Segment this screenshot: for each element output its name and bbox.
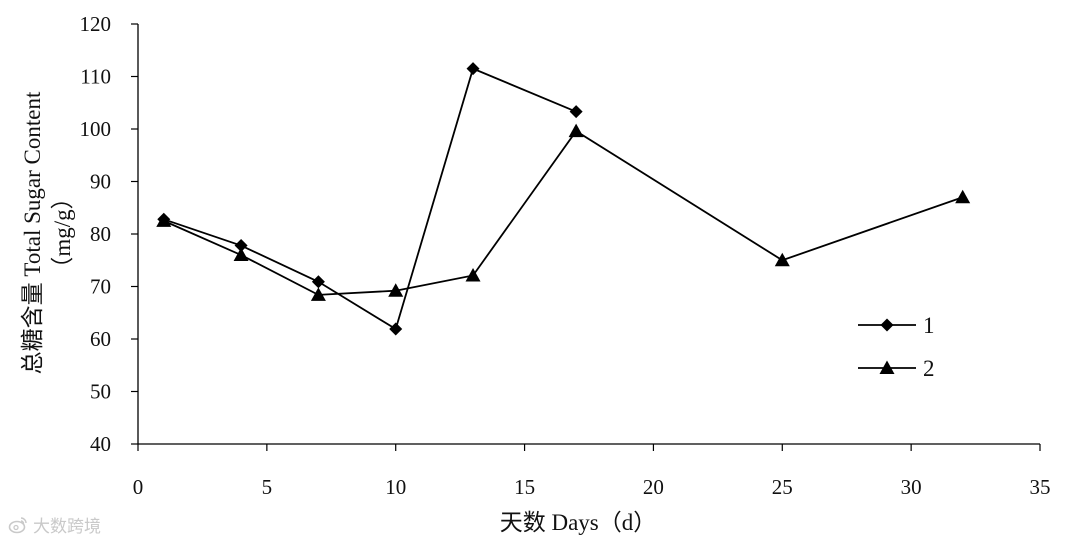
y-tick-label: 70 (90, 275, 111, 299)
x-tick-label: 35 (1030, 475, 1051, 499)
series-2-line (163, 129, 963, 296)
x-tick-label: 15 (514, 475, 535, 499)
legend: 12 (858, 313, 935, 381)
y-tick-label: 90 (90, 170, 111, 194)
x-tick-label: 0 (133, 475, 144, 499)
watermark: 大数跨境 (8, 512, 101, 537)
series-2-point (310, 287, 326, 301)
y-tick-label: 120 (80, 12, 112, 36)
weibo-logo-icon (8, 516, 27, 533)
x-tick-label: 10 (385, 475, 406, 499)
x-tick-label: 30 (901, 475, 922, 499)
x-tick-label: 5 (262, 475, 273, 499)
series-1-point (466, 62, 480, 76)
series-1-point (311, 275, 325, 289)
series-1-point (389, 322, 403, 336)
legend-marker (880, 318, 894, 332)
legend-item-2: 2 (858, 356, 935, 381)
series-2-point (233, 247, 249, 261)
series-1-point (569, 105, 583, 119)
y-tick-label: 60 (90, 327, 111, 351)
axes: 40 50 60 70 80 90 100 110 120 0 5 10 15 20 25 30 35 (80, 12, 1051, 499)
y-tick-label: 100 (80, 117, 112, 141)
x-tick-label: 25 (772, 475, 793, 499)
legend-label: 2 (923, 356, 935, 381)
y-axis-title: 总糖含量 Total Sugar Content （mg/g） (20, 91, 75, 374)
series-1-point (234, 239, 248, 253)
y-axis-title-line1: 总糖含量 Total Sugar Content (20, 91, 45, 374)
series-2-point (568, 123, 584, 138)
y-tick-label: 50 (90, 380, 111, 404)
x-tick-label: 20 (643, 475, 664, 499)
series-1-line (163, 67, 577, 331)
x-axis-title: 天数 Days（d） (500, 510, 657, 535)
legend-label: 1 (923, 313, 935, 338)
series-1 (157, 62, 583, 336)
legend-item-1: 1 (858, 313, 935, 338)
y-tick-label: 110 (80, 65, 111, 89)
y-axis-title-line2: （mg/g） (50, 186, 75, 279)
series-2-point (388, 283, 404, 297)
series-layer (156, 62, 971, 336)
y-tick-label: 40 (90, 432, 111, 456)
series-2-point (955, 189, 971, 204)
series-2-point (774, 252, 790, 267)
watermark-text: 大数跨境 (33, 517, 101, 537)
series-2 (156, 123, 971, 301)
y-tick-label: 80 (90, 222, 111, 246)
series-2-point (156, 213, 172, 227)
legend-marker (879, 360, 895, 374)
series-2-point (465, 267, 481, 282)
